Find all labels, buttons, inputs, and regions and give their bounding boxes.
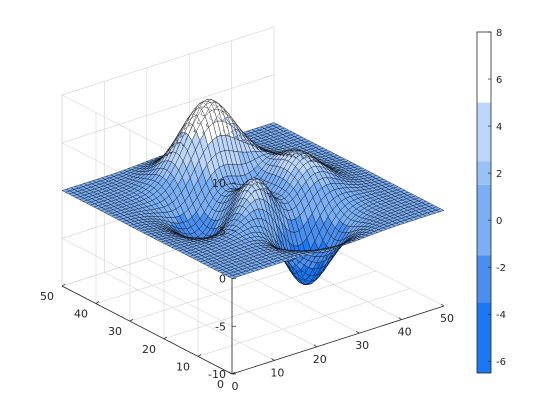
y-tick-label: 50 [40,290,54,303]
x-tick-label: 20 [313,353,327,366]
x-tick-mark [356,330,360,334]
x-tick-label: 40 [398,326,412,339]
floor-grid-line [104,272,275,361]
colorbar-band [477,184,491,256]
colorbar-tick-label: -4 [496,310,506,321]
x-tick-mark [228,371,233,375]
floor-grid-line [197,288,411,357]
x-tick-label: 10 [270,366,284,379]
y-tick-label: 10 [176,360,190,373]
colorbar-band [477,255,491,303]
z-tick-label: 0 [219,273,226,286]
colorbar-tick-label: 2 [496,169,502,180]
y-tick-mark [163,336,168,340]
colorbar: -6 -4 -2 0 2 4 6 8 [476,28,506,374]
floor-grid-line [163,270,377,340]
y-tick-mark [197,354,202,357]
wall-grid-line [61,74,275,144]
x-tick-mark [440,303,445,307]
colorbar-band [477,102,491,162]
z-tick-label: 5 [219,225,226,238]
surface-mesh [61,99,445,285]
wall-grid-line [61,26,275,96]
y-tick-label: 30 [108,325,122,338]
colorbar-frame [476,31,492,374]
y-tick-label: 0 [217,378,224,391]
colorbar-tick-label: -6 [496,357,506,368]
y-tick-mark [95,301,100,304]
colorbar-tick-label: 8 [496,28,502,39]
y-tick-mark [61,283,66,287]
surface-facet [435,208,445,213]
wall-grid-line [61,237,233,327]
colorbar-tick-label: 4 [496,122,502,133]
z-tick-label: -10 [208,368,226,381]
axis-ticks: 0 10 20 30 40 50 0 10 20 30 40 50 -10 -5 0 5 10 [40,177,454,393]
x-tick-label: 50 [440,312,454,325]
x-tick-mark [271,358,275,361]
y-axis-line [61,285,233,375]
colorbar-band [477,32,491,103]
y-tick-mark [129,318,134,322]
colorbar-tick-label: 0 [496,216,502,227]
colorbar-tick-label: 6 [496,75,502,86]
y-tick-label: 40 [74,308,88,321]
x-tick-mark [398,317,402,320]
colorbar-band [477,302,491,373]
x-axis-line [231,305,445,375]
x-tick-mark [313,344,317,348]
colorbar-tick-label: -2 [496,263,506,274]
z-tick-label: -5 [215,320,226,333]
colorbar-band [477,161,491,185]
x-tick-label: 30 [355,339,369,352]
z-tick-label: 10 [212,177,226,190]
y-tick-label: 20 [142,343,156,356]
x-tick-label: 0 [232,380,239,393]
